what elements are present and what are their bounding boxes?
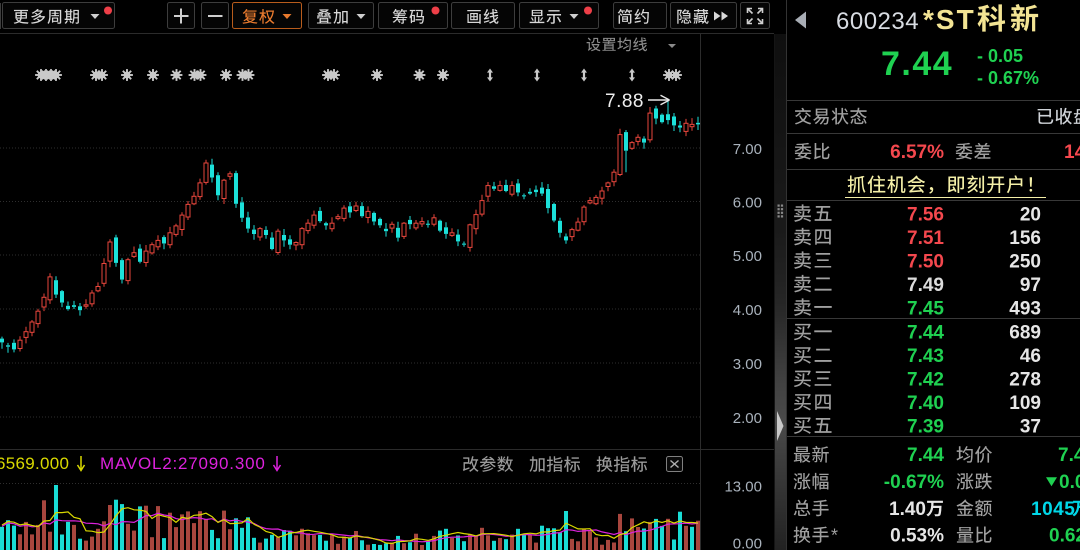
svg-text:- 0.67%: - 0.67% [977, 68, 1039, 88]
svg-text:1045: 1045 [1031, 499, 1075, 520]
svg-text:5.00: 5.00 [733, 248, 762, 265]
svg-text:6569.000: 6569.000 [0, 454, 69, 473]
svg-text:156: 156 [1009, 228, 1041, 249]
svg-text:20: 20 [1020, 204, 1041, 225]
svg-text:7.44: 7.44 [907, 445, 944, 466]
svg-text:37: 37 [1020, 416, 1041, 437]
svg-text:147: 147 [1064, 142, 1080, 163]
svg-text:0.53%: 0.53% [890, 526, 944, 547]
svg-text:0.62: 0.62 [1049, 526, 1080, 547]
svg-text:493: 493 [1009, 298, 1041, 319]
svg-text:*: * [831, 526, 838, 546]
svg-text:0.00: 0.00 [733, 536, 762, 550]
svg-text:250: 250 [1009, 251, 1041, 272]
svg-text:7.49: 7.49 [907, 275, 944, 296]
svg-text:7.88: 7.88 [605, 91, 644, 112]
svg-text:*ST: *ST [923, 4, 976, 35]
svg-text:7.44: 7.44 [881, 45, 953, 83]
svg-text:7.42: 7.42 [907, 370, 944, 391]
svg-text:7.51: 7.51 [907, 228, 944, 249]
svg-text:689: 689 [1009, 323, 1041, 344]
svg-text:2.00: 2.00 [733, 410, 762, 427]
svg-text:6.00: 6.00 [733, 195, 762, 212]
svg-text:7.39: 7.39 [907, 416, 944, 437]
svg-text:7.44: 7.44 [907, 323, 944, 344]
svg-text:7.45: 7.45 [907, 298, 944, 319]
svg-text:7.56: 7.56 [907, 204, 944, 225]
svg-text:4.00: 4.00 [733, 302, 762, 319]
svg-text:3.00: 3.00 [733, 356, 762, 373]
svg-text:- 0.05: - 0.05 [977, 46, 1023, 66]
svg-text:7.50: 7.50 [907, 251, 944, 272]
svg-text:13.00: 13.00 [724, 479, 762, 496]
svg-text:7.00: 7.00 [733, 141, 762, 158]
svg-text:109: 109 [1009, 393, 1041, 414]
svg-text:46: 46 [1020, 346, 1041, 367]
svg-text:7.46: 7.46 [1058, 445, 1080, 466]
svg-text:278: 278 [1009, 370, 1041, 391]
svg-text:6.57%: 6.57% [890, 142, 944, 163]
svg-text:7.43: 7.43 [907, 346, 944, 367]
svg-text:7.40: 7.40 [907, 393, 944, 414]
svg-text:0.05: 0.05 [1059, 472, 1080, 493]
svg-text:1.40: 1.40 [889, 499, 926, 520]
svg-text:MAVOL2:27090.300: MAVOL2:27090.300 [100, 454, 266, 473]
svg-text:97: 97 [1020, 275, 1041, 296]
svg-text:600234: 600234 [836, 8, 919, 35]
svg-text:-0.67%: -0.67% [884, 472, 944, 493]
